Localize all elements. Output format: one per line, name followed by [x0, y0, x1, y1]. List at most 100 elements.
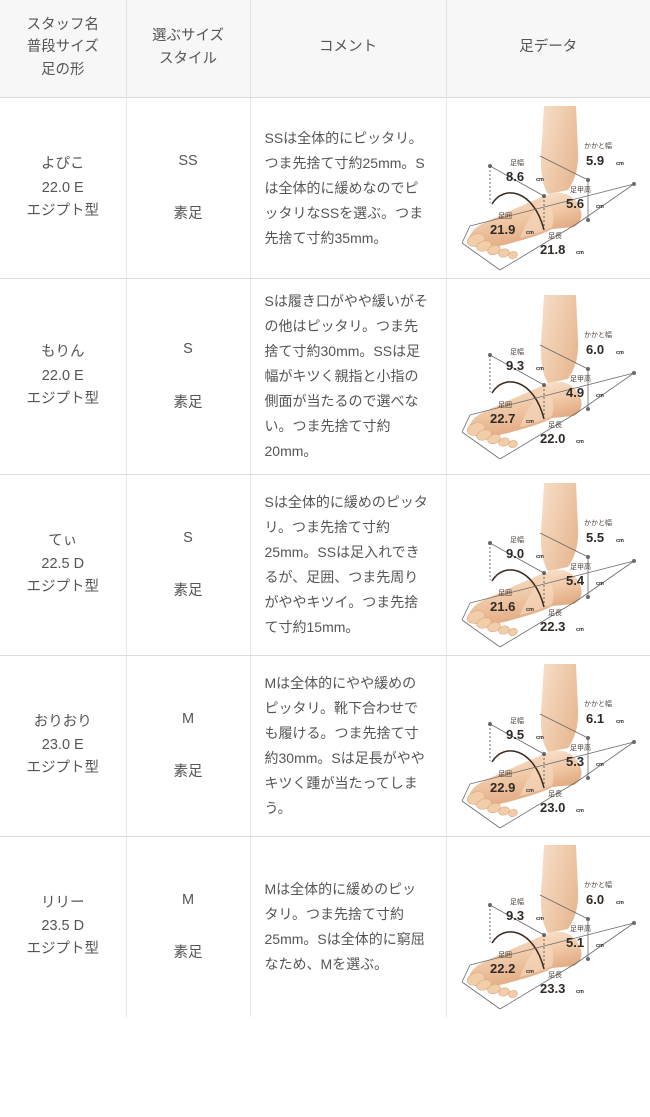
foot-length-value: 22.0: [540, 431, 565, 446]
instep-height-label: 足甲高: [570, 185, 591, 194]
foot-length-value: 23.0: [540, 800, 565, 815]
instep-height-unit: cm: [596, 581, 604, 587]
wearing-style: 素足: [173, 582, 203, 599]
foot-data-cell: 足幅 9.5 cm かかと幅 6.1 cm 足甲高 5.3 cm 足囲 22.9…: [446, 655, 650, 837]
staff-cell: リリー 23.5 D エジプト型: [0, 836, 127, 1017]
foot-length-value: 21.8: [540, 242, 565, 257]
foot-width-value: 8.6: [506, 169, 524, 184]
foot-length-label: 足長: [548, 971, 562, 979]
foot-length-value: 22.3: [540, 619, 565, 634]
staff-name: もりん: [41, 344, 85, 361]
table-row: てぃ 22.5 D エジプト型 S 素足 Sは全体的に緩めのピッタリ。つま先捨て…: [0, 474, 650, 656]
heel-width-unit: cm: [616, 350, 624, 356]
foot-girth-label: 足囲: [498, 401, 512, 409]
ankle-shape: [541, 294, 579, 383]
instep-highlight: [520, 754, 554, 796]
foot-measurement-diagram: 足幅 9.3 cm かかと幅 6.0 cm 足甲高 4.9 cm 足囲 22.7…: [461, 294, 637, 459]
staff-cell: よぴこ 22.0 E エジプト型: [0, 97, 127, 280]
ankle-shape: [541, 663, 579, 752]
size-cell: S 素足: [126, 474, 251, 656]
comment-cell: Mは全体的に緩めのピッタリ。つま先捨て寸約25mm。Sは全体的に窮屈なため、Mを…: [250, 836, 447, 1017]
usual-size: 23.0 E: [41, 737, 84, 753]
heel-width-label: かかと幅: [584, 141, 612, 150]
chosen-size: M: [181, 891, 195, 908]
column-header-size: 選ぶサイズ スタイル: [126, 0, 251, 99]
heel-width-label: かかと幅: [584, 699, 612, 708]
size-cell: M 素足: [126, 655, 251, 837]
header-line: スタッフ名: [26, 17, 100, 33]
chosen-size: S: [183, 341, 193, 358]
instep-height-value: 5.1: [566, 935, 584, 950]
foot-width-value: 9.3: [506, 908, 524, 923]
table-row: おりおり 23.0 E エジプト型 M 素足 Mは全体的にやや緩めのピッタリ。靴…: [0, 655, 650, 837]
table-row: もりん 22.0 E エジプト型 S 素足 Sは履き口がやや緩いがその他はピッタ…: [0, 278, 650, 475]
header-line: コメント: [319, 39, 377, 56]
ankle-shape: [541, 482, 579, 571]
foot-width-label: 足幅: [510, 716, 524, 725]
foot-girth-value: 21.6: [490, 599, 515, 614]
staff-cell: てぃ 22.5 D エジプト型: [0, 474, 127, 656]
staff-name: よぴこ: [41, 156, 85, 173]
table-body: よぴこ 22.0 E エジプト型 SS 素足 SSは全体的にピッタリ。つま先捨て…: [0, 97, 650, 1017]
usual-size: 22.0 E: [41, 367, 84, 384]
ankle-shape: [541, 844, 579, 933]
instep-height-label: 足甲高: [570, 924, 591, 933]
foot-length-label: 足長: [548, 421, 562, 429]
heel-width-unit: cm: [616, 161, 624, 167]
foot-body-shape: [469, 933, 554, 987]
heel-width-unit: cm: [616, 900, 624, 906]
foot-width-unit: cm: [536, 916, 544, 922]
foot-width-value: 9.5: [506, 727, 524, 742]
foot-body-shape: [469, 195, 554, 249]
foot-length-label: 足長: [548, 790, 562, 798]
instep-height-label: 足甲高: [570, 562, 591, 571]
foot-girth-value: 22.7: [490, 411, 515, 426]
foot-body-shape: [469, 383, 554, 437]
foot-width-unit: cm: [536, 366, 544, 372]
foot-body-shape: [469, 752, 554, 806]
header-line: 選ぶサイズ: [151, 28, 225, 45]
comment-cell: Sは全体的に緩めのピッタリ。つま先捨て寸約25mm。SSは足入れできるが、足囲、…: [250, 474, 447, 656]
foot-measurement-diagram: 足幅 9.3 cm かかと幅 6.0 cm 足甲高 5.1 cm 足囲 22.2…: [461, 844, 637, 1010]
usual-size: 22.5 D: [41, 556, 85, 572]
foot-size-comparison-table: スタッフ名 普段サイズ 足の形 選ぶサイズ スタイル コメント 足データ よぴこ…: [0, 0, 650, 1017]
foot-girth-label: 足囲: [498, 770, 512, 778]
foot-girth-unit: cm: [526, 969, 534, 975]
foot-width-label: 足幅: [510, 347, 524, 356]
foot-shape: エジプト型: [26, 760, 100, 777]
table-header: スタッフ名 普段サイズ 足の形 選ぶサイズ スタイル コメント 足データ: [0, 0, 650, 99]
foot-girth-label: 足囲: [498, 212, 512, 220]
ankle-shape: [541, 106, 579, 195]
foot-data-cell: 足幅 8.6 cm かかと幅 5.9 cm 足甲高 5.6 cm 足囲 21.9…: [446, 97, 650, 280]
staff-cell: もりん 22.0 E エジプト型: [0, 278, 127, 475]
foot-length-unit: cm: [576, 989, 584, 995]
wearing-style: 素足: [173, 763, 203, 780]
heel-width-unit: cm: [616, 719, 624, 725]
comment-cell: Sは履き口がやや緩いがその他はピッタリ。つま先捨て寸約30mm。SSは足幅がキツ…: [250, 278, 447, 475]
heel-width-label: かかと幅: [584, 880, 612, 889]
foot-shape: エジプト型: [26, 203, 100, 220]
foot-data-cell: 足幅 9.0 cm かかと幅 5.5 cm 足甲高 5.4 cm 足囲 21.6…: [446, 474, 650, 656]
instep-height-unit: cm: [596, 204, 604, 210]
usual-size: 22.0 E: [41, 179, 84, 196]
heel-width-label: かかと幅: [584, 330, 612, 339]
instep-height-value: 5.3: [566, 754, 584, 769]
foot-measurement-diagram: 足幅 9.0 cm かかと幅 5.5 cm 足甲高 5.4 cm 足囲 21.6…: [461, 482, 637, 648]
header-line: 普段サイズ: [26, 39, 99, 56]
foot-girth-label: 足囲: [498, 951, 512, 959]
instep-height-unit: cm: [596, 393, 604, 399]
foot-girth-label: 足囲: [498, 589, 512, 597]
foot-length-unit: cm: [576, 439, 584, 445]
foot-width-value: 9.0: [506, 546, 524, 561]
column-header-staff: スタッフ名 普段サイズ 足の形: [0, 0, 127, 99]
foot-width-label: 足幅: [510, 158, 524, 167]
foot-length-unit: cm: [576, 808, 584, 814]
instep-height-label: 足甲高: [570, 374, 591, 383]
foot-length-value: 23.3: [540, 981, 565, 996]
foot-shape: エジプト型: [26, 391, 100, 408]
instep-height-unit: cm: [596, 943, 604, 949]
foot-girth-value: 22.9: [490, 780, 515, 795]
foot-length-label: 足長: [548, 232, 562, 240]
instep-highlight: [520, 197, 554, 239]
instep-highlight: [520, 385, 554, 427]
